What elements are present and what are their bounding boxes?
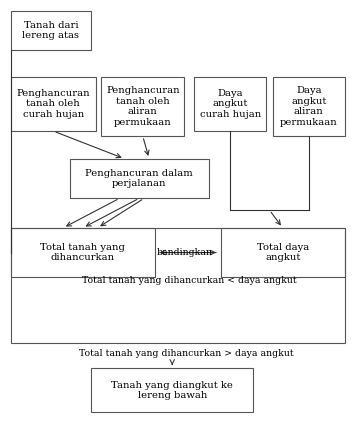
Bar [273, 77, 344, 136]
Text: Tanah yang diangkut ke
lereng bawah: Tanah yang diangkut ke lereng bawah [111, 381, 233, 400]
Text: bandingkan: bandingkan [156, 248, 212, 257]
Text: Total tanah yang
dihancurkan: Total tanah yang dihancurkan [40, 243, 125, 262]
Bar [194, 77, 266, 131]
Bar [11, 228, 344, 343]
Bar [221, 228, 344, 277]
Text: Total tanah yang dihancurkan > daya angkut: Total tanah yang dihancurkan > daya angk… [79, 349, 294, 358]
Bar [11, 77, 96, 131]
Bar [101, 77, 184, 136]
Text: Daya
angkut
curah hujan: Daya angkut curah hujan [200, 89, 261, 119]
Bar [11, 228, 155, 277]
Text: Daya
angkut
aliran
permukaan: Daya angkut aliran permukaan [280, 86, 338, 127]
Text: Tanah dari
lereng atas: Tanah dari lereng atas [22, 21, 79, 40]
Bar [91, 368, 253, 412]
Bar [11, 11, 91, 50]
Text: Penghancuran
tanah oleh
curah hujan: Penghancuran tanah oleh curah hujan [17, 89, 90, 119]
Text: Total daya
angkut: Total daya angkut [257, 243, 309, 262]
Text: Penghancuran
tanah oleh
aliran
permukaan: Penghancuran tanah oleh aliran permukaan [106, 86, 179, 127]
Bar [70, 159, 209, 198]
Text: Penghancuran dalam
perjalanan: Penghancuran dalam perjalanan [85, 169, 193, 188]
Text: Total tanah yang dihancurkan < daya angkut: Total tanah yang dihancurkan < daya angk… [82, 276, 297, 285]
